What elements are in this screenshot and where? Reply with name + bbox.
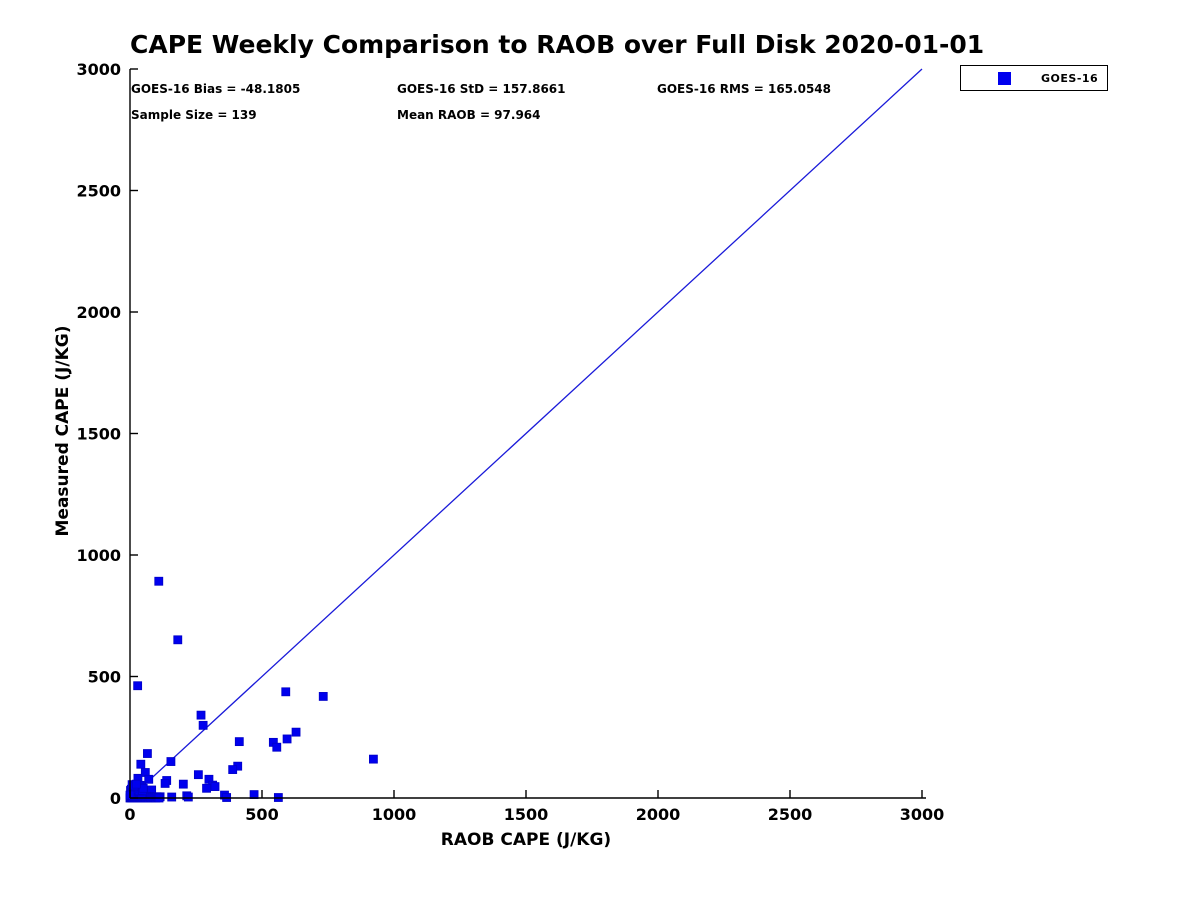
x-tick-label: 0 bbox=[124, 805, 135, 824]
scatter-point bbox=[173, 635, 183, 645]
scatter-point bbox=[234, 737, 244, 747]
y-tick-label: 2500 bbox=[76, 182, 121, 201]
scatter-point bbox=[282, 734, 292, 744]
y-tick-label: 3000 bbox=[76, 60, 121, 79]
stat-std: GOES-16 StD = 157.8661 bbox=[397, 82, 566, 96]
scatter-point bbox=[196, 710, 206, 720]
x-tick-label: 2500 bbox=[768, 805, 813, 824]
x-tick-label: 1000 bbox=[372, 805, 417, 824]
y-tick-label: 500 bbox=[88, 668, 121, 687]
x-tick-label: 500 bbox=[245, 805, 278, 824]
legend-box: GOES-16 bbox=[960, 65, 1108, 91]
scatter-point bbox=[369, 754, 378, 764]
y-axis-label: Measured CAPE (J/KG) bbox=[53, 325, 73, 537]
scatter-point bbox=[144, 774, 154, 784]
stat-mean-raob: Mean RAOB = 97.964 bbox=[397, 108, 541, 122]
x-tick-label: 1500 bbox=[504, 805, 549, 824]
scatter-point bbox=[143, 749, 152, 758]
y-tick-label: 1500 bbox=[76, 425, 121, 444]
scatter-point bbox=[228, 765, 238, 774]
stat-sample-size: Sample Size = 139 bbox=[131, 108, 257, 122]
y-tick-label: 1000 bbox=[76, 546, 121, 565]
scatter-point bbox=[198, 720, 208, 730]
chart-title: CAPE Weekly Comparison to RAOB over Full… bbox=[130, 30, 985, 59]
scatter-point bbox=[272, 742, 282, 752]
y-tick-label: 2000 bbox=[76, 303, 121, 322]
scatter-point bbox=[291, 727, 301, 737]
scatter-point bbox=[281, 687, 291, 697]
y-tick-label: 0 bbox=[110, 789, 121, 808]
stat-bias: GOES-16 Bias = -48.1805 bbox=[131, 82, 301, 96]
scatter-point bbox=[160, 779, 170, 788]
legend-label: GOES-16 bbox=[1041, 71, 1099, 85]
x-axis-label: RAOB CAPE (J/KG) bbox=[440, 830, 612, 850]
scatter-point bbox=[131, 779, 141, 789]
scatter-point bbox=[166, 757, 176, 766]
stat-rms: GOES-16 RMS = 165.0548 bbox=[657, 82, 831, 96]
scatter-point bbox=[210, 782, 220, 791]
scatter-point bbox=[178, 779, 188, 789]
scatter-point bbox=[167, 792, 177, 802]
scatter-point bbox=[193, 770, 203, 780]
identity-line bbox=[129, 68, 923, 799]
scatter-point bbox=[154, 576, 164, 586]
x-tick-label: 3000 bbox=[900, 805, 945, 824]
scatter-point bbox=[202, 783, 211, 793]
scatter-point bbox=[136, 759, 146, 769]
scatter-point bbox=[318, 692, 328, 701]
legend-marker-square-icon bbox=[998, 71, 1011, 85]
scatter-point bbox=[183, 792, 193, 802]
x-tick-label: 2000 bbox=[636, 805, 681, 824]
scatter-point bbox=[133, 681, 143, 691]
